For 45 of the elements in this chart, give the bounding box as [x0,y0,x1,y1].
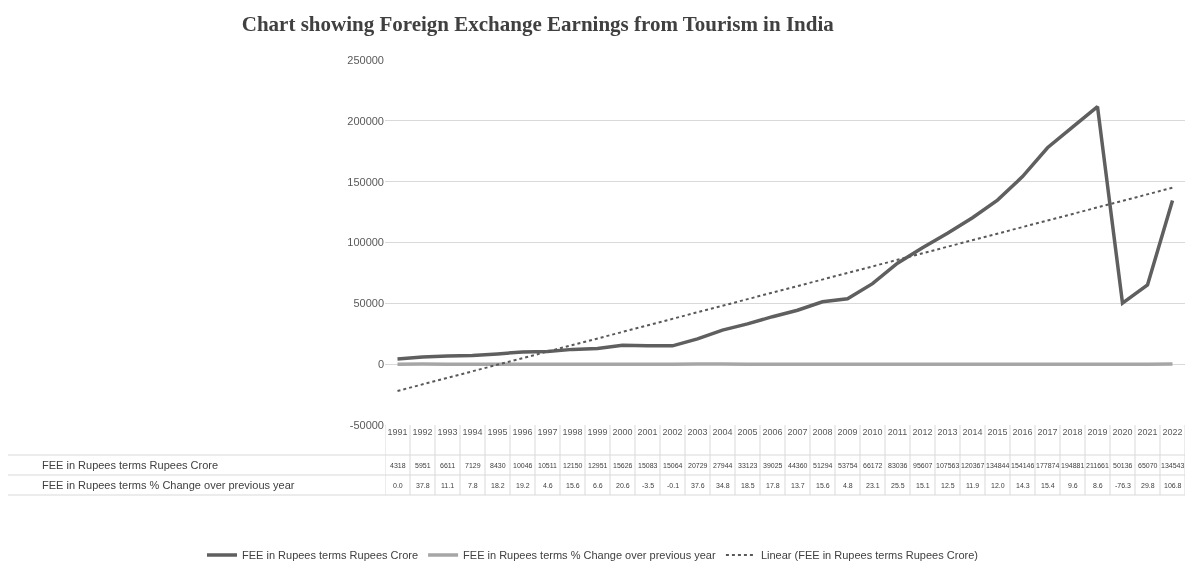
x-tick-label: 2015 [987,427,1008,437]
chart-title: Chart showing Foreign Exchange Earnings from Tourism in India [241,11,835,36]
x-tick-label: 1992 [412,427,433,437]
x-tick-label: 2009 [837,427,858,437]
x-tick-label: 2007 [787,427,808,437]
x-tick-label: 2019 [1087,427,1108,437]
y-tick-label: 50000 [353,297,384,310]
x-tick-label: 2013 [937,427,958,437]
x-tick-label: 2004 [712,427,733,437]
x-tick-label: 2022 [1162,427,1183,437]
x-tick-label: 2002 [662,427,683,437]
y-tick-label: 0 [377,358,384,371]
x-tick-label: 2005 [737,427,758,437]
x-tick-label: 2018 [1062,427,1083,437]
x-tick-label: 2001 [637,427,658,437]
x-tick-label: 1994 [462,427,483,437]
x-tick-label: 2011 [887,427,908,437]
x-tick-label: 2021 [1137,427,1158,437]
x-tick-label: 2016 [1012,427,1033,437]
x-tick-label: 2003 [687,427,708,437]
x-tick-label: 2012 [912,427,933,437]
x-tick-label: 2020 [1112,427,1133,437]
legend-label: Linear (FEE in Rupees terms Rupees Crore) [760,549,978,562]
x-tick-label: 2000 [612,427,633,437]
x-tick-label: 1991 [387,427,408,437]
x-tick-label: 2006 [762,427,783,437]
x-tick-label: 1993 [437,427,458,437]
x-tick-label: 1996 [512,427,533,437]
x-tick-label: 2014 [962,427,983,437]
text: FEE in Rupees terms % Change over previous year [42,479,295,491]
x-tick-label: 1999 [587,427,608,437]
y-tick-label: 100000 [347,236,384,249]
x-tick-label: 2010 [862,427,883,437]
text: FEE in Rupees terms Rupees Crore [42,459,219,471]
legend-label: FEE in Rupees terms % Change over previous year [463,549,716,562]
x-tick-label: 1995 [487,427,508,437]
y-tick-label: 200000 [347,114,384,127]
legend-label: FEE in Rupees terms Rupees Crore [242,549,419,562]
y-tick-label: 250000 [347,53,384,66]
x-tick-label: 2008 [812,427,833,437]
x-tick-label: 1997 [537,427,558,437]
y-tick-label: 150000 [347,175,384,188]
x-tick-label: 1998 [562,427,583,437]
y-tick-label: -50000 [349,418,384,431]
x-tick-label: 2017 [1037,427,1058,437]
